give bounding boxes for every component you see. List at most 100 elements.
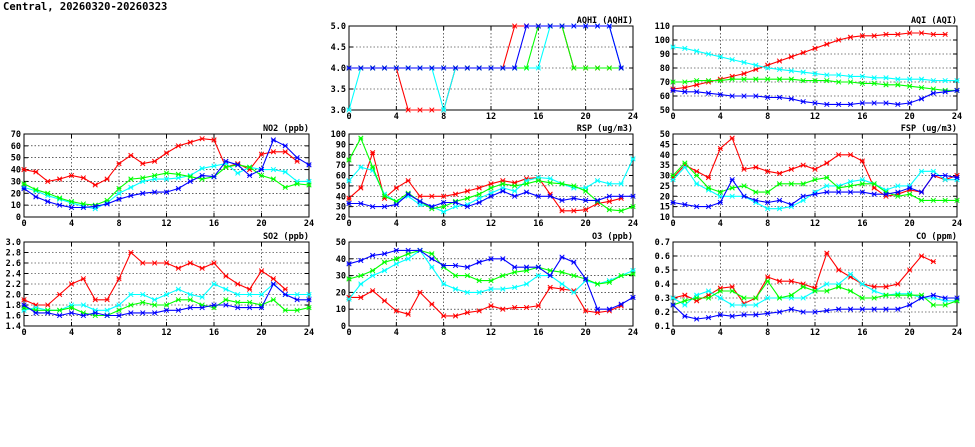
data-point-blue [476, 199, 482, 206]
data-point-green [294, 307, 300, 313]
data-point-blue [705, 203, 712, 210]
data-point-blue [452, 65, 459, 71]
x-tick-label: 8 [441, 112, 446, 122]
data-point-blue [618, 65, 624, 71]
data-point-blue [523, 189, 530, 195]
data-point-blue [270, 281, 277, 287]
data-point-cyan [441, 107, 447, 113]
data-point-red [717, 145, 723, 152]
x-tick-label: 16 [533, 328, 543, 338]
data-point-green [246, 164, 253, 170]
data-point-blue [788, 306, 794, 312]
data-point-green [705, 77, 712, 84]
data-point-cyan [128, 291, 134, 298]
data-point-green [859, 295, 865, 301]
y-tick-label: 0.5 [655, 266, 670, 276]
data-point-blue [21, 185, 27, 192]
data-point-red [812, 45, 818, 52]
data-point-blue [682, 201, 688, 208]
x-tick-label: 16 [857, 328, 867, 338]
x-tick-label: 16 [857, 219, 867, 229]
data-point-blue [223, 302, 229, 308]
data-point-red [883, 31, 889, 38]
y-tick-label: 4.0 [331, 64, 346, 74]
data-point-blue [682, 313, 688, 319]
data-point-red [464, 309, 470, 316]
data-point-blue [895, 189, 901, 195]
data-point-green [151, 302, 158, 308]
data-point-green [306, 182, 312, 188]
data-point-blue [500, 256, 506, 262]
data-point-cyan [441, 281, 447, 287]
data-point-cyan [729, 56, 735, 63]
data-point-red [776, 170, 783, 177]
data-point-green [847, 183, 854, 189]
data-point-blue [381, 251, 388, 257]
data-point-blue [464, 203, 470, 210]
data-point-red [80, 175, 87, 181]
data-point-red [104, 176, 110, 182]
x-tick-label: 8 [441, 328, 446, 338]
data-point-green [140, 175, 146, 181]
data-point-blue [429, 203, 435, 210]
y-tick-label: 2.4 [6, 270, 21, 280]
y-tick-label: 0.3 [655, 294, 670, 304]
y-tick-label: 40 [11, 166, 21, 176]
data-point-red [417, 193, 423, 199]
data-point-blue [547, 272, 553, 279]
data-point-blue [306, 162, 312, 168]
data-point-green [381, 193, 388, 199]
data-point-red [187, 260, 193, 266]
data-point-cyan [476, 289, 482, 296]
data-point-cyan [116, 302, 122, 308]
data-point-blue [163, 307, 170, 313]
data-point-blue [92, 203, 98, 209]
data-point-cyan [187, 291, 193, 298]
data-point-blue [907, 100, 913, 106]
y-tick-label: 50 [660, 106, 670, 116]
data-point-blue [583, 23, 589, 29]
data-point-cyan [618, 181, 624, 187]
data-point-blue [954, 87, 960, 94]
data-point-blue [92, 310, 98, 316]
data-point-blue [606, 193, 612, 199]
data-point-blue [68, 204, 75, 211]
data-point-blue [606, 306, 612, 312]
data-point-red [21, 166, 27, 173]
data-point-blue [954, 295, 960, 301]
y-tick-label: 5.0 [331, 22, 346, 32]
data-point-cyan [717, 54, 723, 60]
y-tick-label: 2.8 [6, 249, 21, 259]
data-point-cyan [381, 267, 388, 274]
y-tick-label: 40 [660, 151, 670, 161]
x-tick-label: 4 [69, 328, 74, 338]
data-point-red [729, 284, 735, 290]
y-tick-label: 30 [336, 272, 346, 282]
data-point-green [694, 172, 700, 179]
data-point-blue [235, 304, 241, 311]
data-point-green [800, 77, 806, 84]
x-tick-label: 24 [628, 112, 638, 122]
data-point-blue [370, 203, 376, 210]
data-point-blue [258, 304, 265, 311]
x-tick-label: 4 [394, 219, 399, 229]
data-point-cyan [346, 107, 352, 113]
data-point-blue [405, 191, 411, 197]
data-point-green [488, 277, 494, 284]
page-title: Central, 20260320-20260323 [3, 1, 168, 13]
data-point-blue [776, 94, 783, 101]
data-point-blue [930, 90, 936, 96]
data-point-green [116, 307, 122, 313]
data-point-blue [871, 100, 877, 106]
data-point-blue [694, 316, 700, 322]
data-point-cyan [729, 193, 735, 199]
data-point-blue [776, 197, 783, 204]
data-point-green [705, 185, 712, 191]
data-point-blue [45, 198, 51, 205]
data-point-blue [559, 197, 565, 204]
data-point-blue [606, 23, 612, 29]
data-point-blue [559, 254, 565, 260]
data-point-blue [824, 307, 830, 314]
data-point-blue [630, 294, 636, 301]
